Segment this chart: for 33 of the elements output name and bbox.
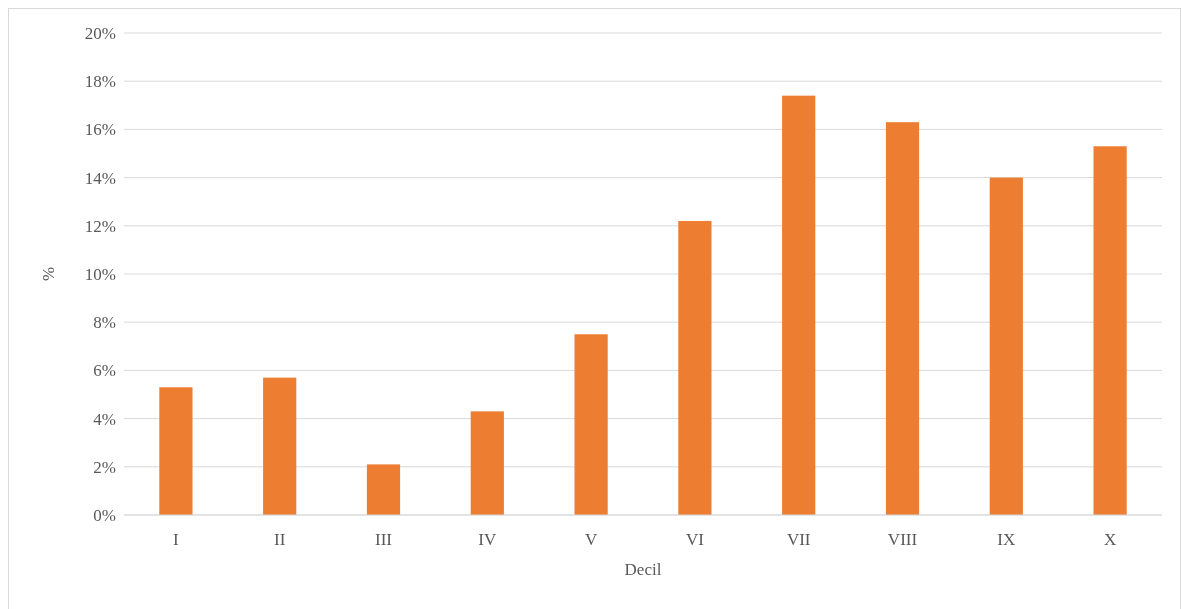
y-tick-label: 4% xyxy=(93,409,116,429)
x-tick-label: IX xyxy=(997,530,1016,549)
x-tick-label: II xyxy=(274,530,286,549)
x-axis-title: Decil xyxy=(624,560,662,579)
x-tick-label: V xyxy=(584,530,598,549)
y-tick-label: 12% xyxy=(84,216,116,236)
y-tick-label: 16% xyxy=(84,120,116,140)
bar xyxy=(263,377,297,515)
bar xyxy=(366,464,401,515)
bar xyxy=(782,95,816,515)
x-tick-label: X xyxy=(1103,530,1117,549)
bar xyxy=(989,177,1023,515)
y-axis-title: % xyxy=(39,266,58,282)
x-tick-label: VIII xyxy=(887,530,918,549)
bar xyxy=(1093,146,1127,515)
bar xyxy=(470,411,504,515)
x-tick-label: VI xyxy=(685,530,705,549)
y-tick-label: 20% xyxy=(84,23,116,43)
y-tick-label: 18% xyxy=(84,72,116,92)
y-tick-label: 8% xyxy=(93,313,116,333)
x-tick-label: VII xyxy=(786,530,811,549)
y-tick-label: 6% xyxy=(93,361,116,381)
y-tick-label: 14% xyxy=(84,168,116,188)
bar xyxy=(159,387,193,515)
x-tick-label: I xyxy=(173,530,180,549)
bar xyxy=(678,220,712,515)
bar xyxy=(574,334,608,515)
bar xyxy=(885,122,920,515)
x-tick-label: III xyxy=(375,530,393,549)
x-tick-label: IV xyxy=(478,530,497,549)
y-tick-label: 10% xyxy=(84,264,116,284)
y-tick-label: 0% xyxy=(93,505,116,525)
y-tick-label: 2% xyxy=(93,457,116,477)
